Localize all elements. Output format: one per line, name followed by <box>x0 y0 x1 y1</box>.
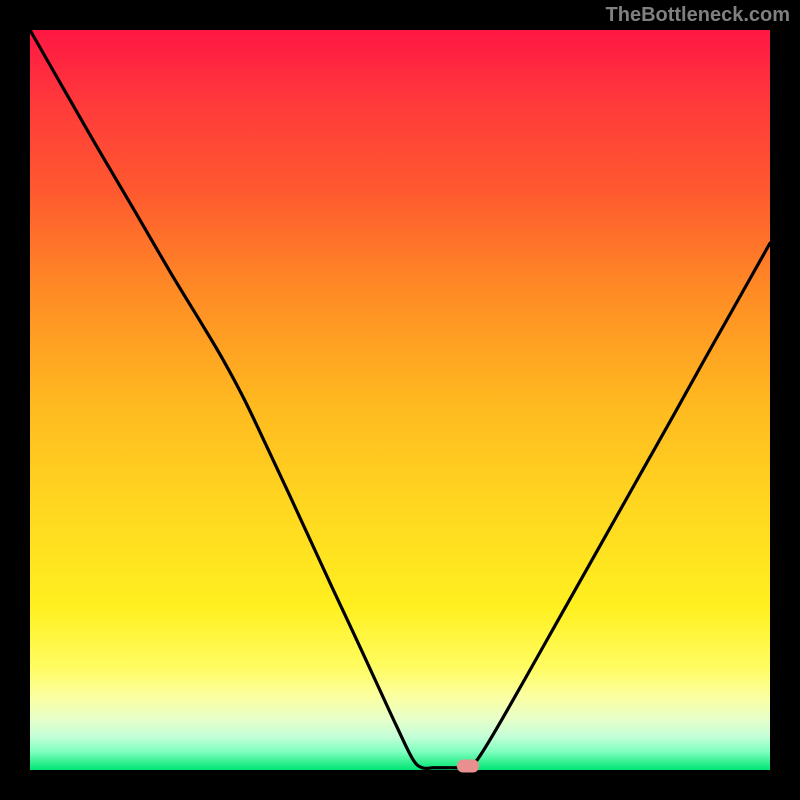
chart-container: TheBottleneck.com <box>0 0 800 800</box>
plot-area <box>30 30 770 770</box>
optimal-marker <box>457 759 479 772</box>
watermark-text: TheBottleneck.com <box>606 4 790 27</box>
bottleneck-curve <box>30 30 770 770</box>
